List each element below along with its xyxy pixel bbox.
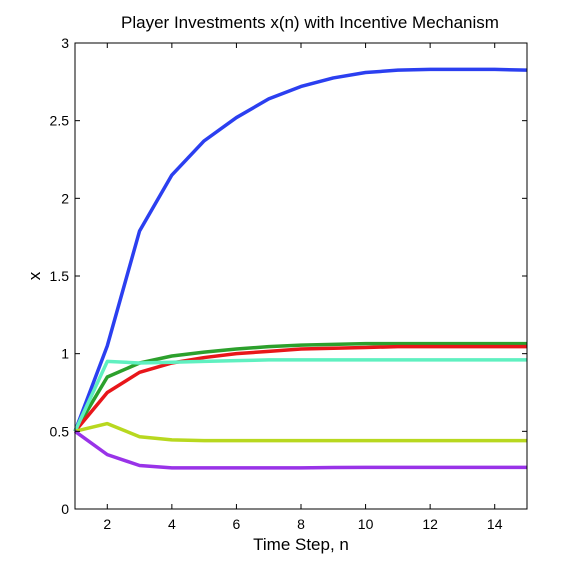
series-layer (73, 67, 528, 470)
y-tick-label: 0.5 (50, 423, 70, 439)
y-tick-label: 2.5 (50, 113, 70, 129)
x-tick-label: 14 (487, 516, 503, 532)
y-tick-label: 1 (61, 346, 69, 362)
y-tick-label: 1.5 (50, 268, 70, 284)
chart-title: Player Investments x(n) with Incentive M… (121, 13, 499, 32)
x-tick-label: 8 (297, 516, 305, 532)
series-line-4 (73, 358, 527, 433)
x-tick-label: 10 (358, 516, 374, 532)
y-tick-label: 2 (61, 190, 69, 206)
series-line-5 (74, 421, 527, 443)
series-line-2 (73, 341, 527, 433)
series-line-6 (73, 429, 527, 470)
x-tick-label: 6 (233, 516, 241, 532)
y-axis-label: x (25, 271, 44, 280)
x-tick-label: 12 (422, 516, 438, 532)
x-tick-label: 2 (103, 516, 111, 532)
y-tick-label: 3 (61, 35, 69, 51)
series-line-3 (73, 344, 527, 433)
y-tick-label: 0 (61, 501, 69, 517)
x-tick-label: 4 (168, 516, 176, 532)
series-line-1 (73, 67, 528, 432)
x-axis-label: Time Step, n (253, 535, 349, 554)
ticks-layer: 2 4 6 8 10 12 14 0 0.5 1 1.5 2 2.5 3 (50, 35, 527, 532)
